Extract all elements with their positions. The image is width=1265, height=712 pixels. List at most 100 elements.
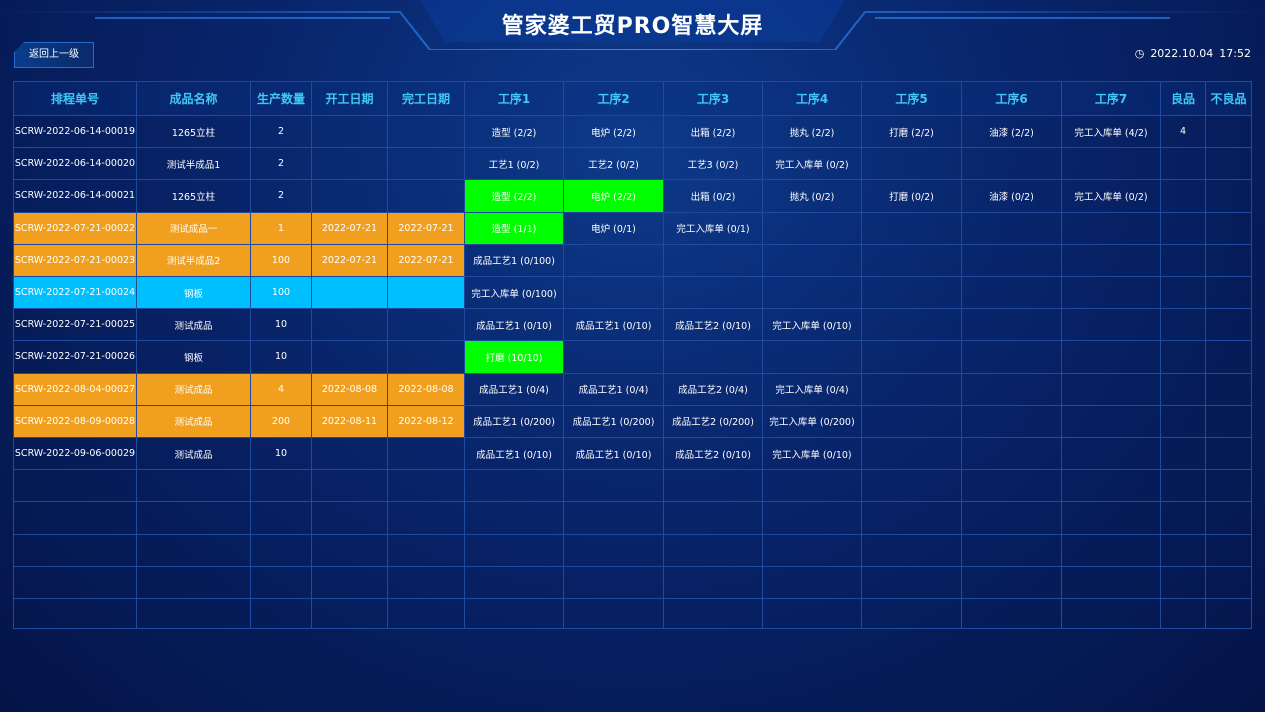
- table-cell: 测试成品: [137, 405, 251, 438]
- table-cell: [1206, 180, 1252, 213]
- page-title: 管家婆工贸PRO智慧大屏: [501, 14, 764, 39]
- empty-cell: [1206, 502, 1252, 535]
- empty-cell: [962, 502, 1062, 535]
- table-cell: 完工入库单 (0/1): [664, 212, 763, 245]
- table-cell: SCRW-2022-07-21-00026: [14, 341, 137, 374]
- column-header: 排程单号: [14, 82, 137, 116]
- table-cell: 电炉 (2/2): [564, 180, 664, 213]
- table-cell: [1062, 373, 1161, 406]
- table-cell: SCRW-2022-08-04-00027: [14, 373, 137, 406]
- empty-cell: [564, 599, 664, 629]
- table-cell: [763, 212, 862, 245]
- table-cell: [1161, 309, 1206, 342]
- table-cell: 电炉 (2/2): [564, 116, 664, 149]
- table-cell: [388, 341, 465, 374]
- column-header: 生产数量: [251, 82, 312, 116]
- table-cell: 完工入库单 (0/2): [1062, 180, 1161, 213]
- table-cell: 造型 (2/2): [465, 116, 564, 149]
- empty-cell: [312, 502, 388, 535]
- empty-cell: [862, 502, 962, 535]
- column-header: 不良品: [1206, 82, 1252, 116]
- table-cell: [1161, 277, 1206, 310]
- table-cell: 10: [251, 309, 312, 342]
- empty-cell: [312, 534, 388, 567]
- empty-cell: [137, 502, 251, 535]
- table-cell: 2: [251, 180, 312, 213]
- table-cell: [1161, 373, 1206, 406]
- table-cell: [1062, 277, 1161, 310]
- table-cell: [312, 341, 388, 374]
- table-cell: SCRW-2022-07-21-00023: [14, 244, 137, 277]
- table-cell: [664, 341, 763, 374]
- table-cell: 测试成品: [137, 373, 251, 406]
- table-cell: 成品工艺2 (0/200): [664, 405, 763, 438]
- empty-cell: [564, 534, 664, 567]
- table-cell: 工艺1 (0/2): [465, 148, 564, 181]
- header-decoration: [0, 0, 1265, 50]
- table-cell: 完工入库单 (0/100): [465, 277, 564, 310]
- table-cell: 成品工艺1 (0/4): [564, 373, 664, 406]
- empty-cell: [465, 470, 564, 503]
- table-cell: 成品工艺1 (0/200): [465, 405, 564, 438]
- table-cell: 测试成品: [137, 438, 251, 471]
- empty-cell: [388, 534, 465, 567]
- table-cell: 完工入库单 (0/4): [763, 373, 862, 406]
- table-cell: [1161, 405, 1206, 438]
- table-cell: 完工入库单 (4/2): [1062, 116, 1161, 149]
- table-cell: [962, 373, 1062, 406]
- table-cell: [1161, 148, 1206, 181]
- table-cell: [312, 116, 388, 149]
- empty-cell: [664, 470, 763, 503]
- column-header: 工序6: [962, 82, 1062, 116]
- table-cell: [1206, 373, 1252, 406]
- back-button[interactable]: 返回上一级: [14, 42, 94, 68]
- table-cell: 10: [251, 341, 312, 374]
- table-cell: 钢板: [137, 277, 251, 310]
- table-cell: [862, 277, 962, 310]
- table-cell: 成品工艺1 (0/100): [465, 244, 564, 277]
- table-cell: [664, 244, 763, 277]
- table-cell: [312, 438, 388, 471]
- table-cell: [312, 277, 388, 310]
- empty-cell: [664, 566, 763, 599]
- empty-cell: [388, 502, 465, 535]
- empty-cell: [1062, 502, 1161, 535]
- empty-cell: [14, 599, 137, 629]
- table-cell: 2022-08-11: [312, 405, 388, 438]
- table-cell: [1206, 244, 1252, 277]
- table-cell: SCRW-2022-07-21-00025: [14, 309, 137, 342]
- table-cell: 200: [251, 405, 312, 438]
- table-cell: [962, 244, 1062, 277]
- empty-cell: [664, 599, 763, 629]
- table-cell: 打磨 (2/2): [862, 116, 962, 149]
- table-cell: 1265立柱: [137, 180, 251, 213]
- column-header: 工序5: [862, 82, 962, 116]
- table-cell: SCRW-2022-06-14-00020: [14, 148, 137, 181]
- empty-cell: [962, 566, 1062, 599]
- date: 2022.10.04: [1150, 47, 1214, 60]
- table-cell: [1062, 438, 1161, 471]
- empty-cell: [1062, 534, 1161, 567]
- table-cell: 成品工艺1 (0/10): [465, 438, 564, 471]
- table-cell: [862, 212, 962, 245]
- table-cell: 2: [251, 148, 312, 181]
- table-cell: 测试半成品1: [137, 148, 251, 181]
- table-cell: 2022-08-08: [388, 373, 465, 406]
- table-cell: 1265立柱: [137, 116, 251, 149]
- empty-cell: [862, 470, 962, 503]
- table-cell: [962, 148, 1062, 181]
- column-header: 成品名称: [137, 82, 251, 116]
- table-cell: [1062, 148, 1161, 181]
- empty-cell: [962, 470, 1062, 503]
- table-cell: 工艺2 (0/2): [564, 148, 664, 181]
- table-cell: [1062, 405, 1161, 438]
- table-cell: [1206, 148, 1252, 181]
- table-cell: [1206, 116, 1252, 149]
- empty-cell: [664, 534, 763, 567]
- empty-cell: [564, 566, 664, 599]
- table-cell: [388, 309, 465, 342]
- column-header: 工序2: [564, 82, 664, 116]
- table-cell: [862, 405, 962, 438]
- table-cell: SCRW-2022-06-14-00021: [14, 180, 137, 213]
- table-cell: [1206, 309, 1252, 342]
